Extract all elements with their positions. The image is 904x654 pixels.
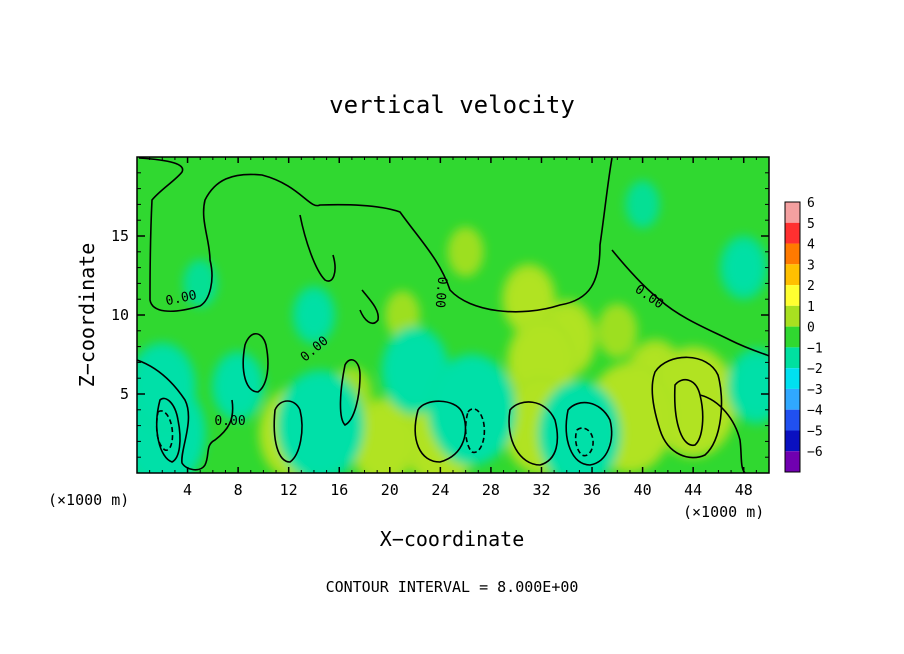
colorbar-swatch [785, 409, 800, 431]
colorbar-label: −4 [807, 404, 823, 419]
velocity-cell [447, 227, 484, 277]
contour-label: 0.00 [432, 276, 450, 309]
contour-line [611, 249, 769, 357]
colorbar-label: 3 [807, 258, 815, 273]
contour-line [464, 408, 486, 454]
contour-line [651, 356, 723, 459]
y-axis: 5 10 15 [111, 172, 769, 458]
x-tick-label: 8 [234, 481, 243, 499]
contour-line [299, 214, 336, 282]
y-tick-label: 15 [111, 227, 129, 245]
contour-line [155, 410, 174, 451]
colorbar-swatch [785, 202, 800, 223]
colorbar-swatch [785, 388, 800, 410]
contour-label: 0.00 [214, 414, 245, 429]
contour-line [565, 401, 613, 466]
contour-line [242, 332, 269, 393]
x-tick-label: 32 [532, 481, 550, 499]
x-unit-label-left: (×1000 m) [48, 491, 129, 509]
colorbar-label: 2 [807, 279, 815, 294]
velocity-cell [349, 397, 418, 473]
colorbar-frame [784, 201, 801, 473]
y-tick-label: 10 [111, 306, 129, 324]
colorbar-swatch [785, 326, 800, 348]
x-axis: 4 8 12 16 20 24 28 32 36 40 44 48 [149, 157, 757, 499]
colorbar-swatch [785, 222, 800, 244]
colorbar-label: −5 [807, 424, 823, 439]
colorbar-label: −3 [807, 383, 823, 398]
velocity-cell [292, 286, 336, 344]
x-tick-label: 44 [684, 481, 702, 499]
chart-title: vertical velocity [329, 91, 575, 119]
x-tick-label: 24 [431, 481, 449, 499]
zero-contours [137, 157, 769, 473]
contour-line [273, 400, 303, 463]
contour-line [138, 157, 613, 313]
contour-line [699, 394, 746, 473]
colorbar-swatch [785, 451, 800, 472]
x-tick-label: 4 [183, 481, 192, 499]
colorbar-swatch [785, 285, 800, 306]
contour-label: 0.00 [164, 288, 198, 309]
contour-line [414, 400, 467, 463]
colorbar: 6 5 4 3 2 1 0 −1 −2 −3 −4 −5 −6 [784, 196, 823, 473]
x-axis-label: X−coordinate [380, 527, 525, 551]
y-axis-label: Z−coordinate [75, 243, 99, 388]
colorbar-swatch [785, 430, 800, 452]
colorbar-swatch [785, 243, 800, 265]
velocity-cell [276, 369, 365, 473]
velocity-cell [719, 235, 768, 300]
contour-line [137, 359, 234, 471]
velocity-cell [211, 351, 265, 422]
contour-line [339, 359, 361, 426]
x-tick-label: 28 [482, 481, 500, 499]
colorbar-label: −1 [807, 341, 823, 356]
contour-interval-note: CONTOUR INTERVAL = 8.000E+00 [326, 578, 579, 596]
colorbar-label: 5 [807, 217, 815, 232]
colorbar-label: 4 [807, 238, 815, 253]
x-tick-label: 20 [381, 481, 399, 499]
x-tick-label: 36 [583, 481, 601, 499]
contour-line [359, 289, 380, 325]
velocity-cell [597, 303, 638, 358]
velocity-cell [137, 342, 197, 431]
velocity-cell [537, 380, 621, 473]
contour-line [508, 401, 559, 466]
colorbar-swatch [785, 368, 800, 389]
colorbar-label: 1 [807, 300, 815, 315]
velocity-cell [625, 180, 660, 228]
x-tick-label: 48 [735, 481, 753, 499]
y-tick-label: 5 [120, 385, 129, 403]
colorbar-label: 6 [807, 196, 815, 211]
colorbar-label: 0 [807, 321, 815, 336]
x-tick-label: 16 [330, 481, 348, 499]
x-unit-label-right: (×1000 m) [683, 503, 764, 521]
plot-area: 0.000.000.00 0.000.00 [137, 157, 769, 473]
velocity-cell [727, 348, 769, 425]
x-tick-label: 40 [634, 481, 652, 499]
colorbar-label: −2 [807, 362, 823, 377]
contour-line [673, 378, 704, 446]
colorbar-swatch [785, 347, 800, 369]
x-tick-label: 12 [280, 481, 298, 499]
colorbar-label: −6 [807, 445, 823, 460]
colorbar-swatch [785, 264, 800, 286]
colorbar-swatch [785, 305, 800, 327]
contour-line [574, 427, 594, 457]
